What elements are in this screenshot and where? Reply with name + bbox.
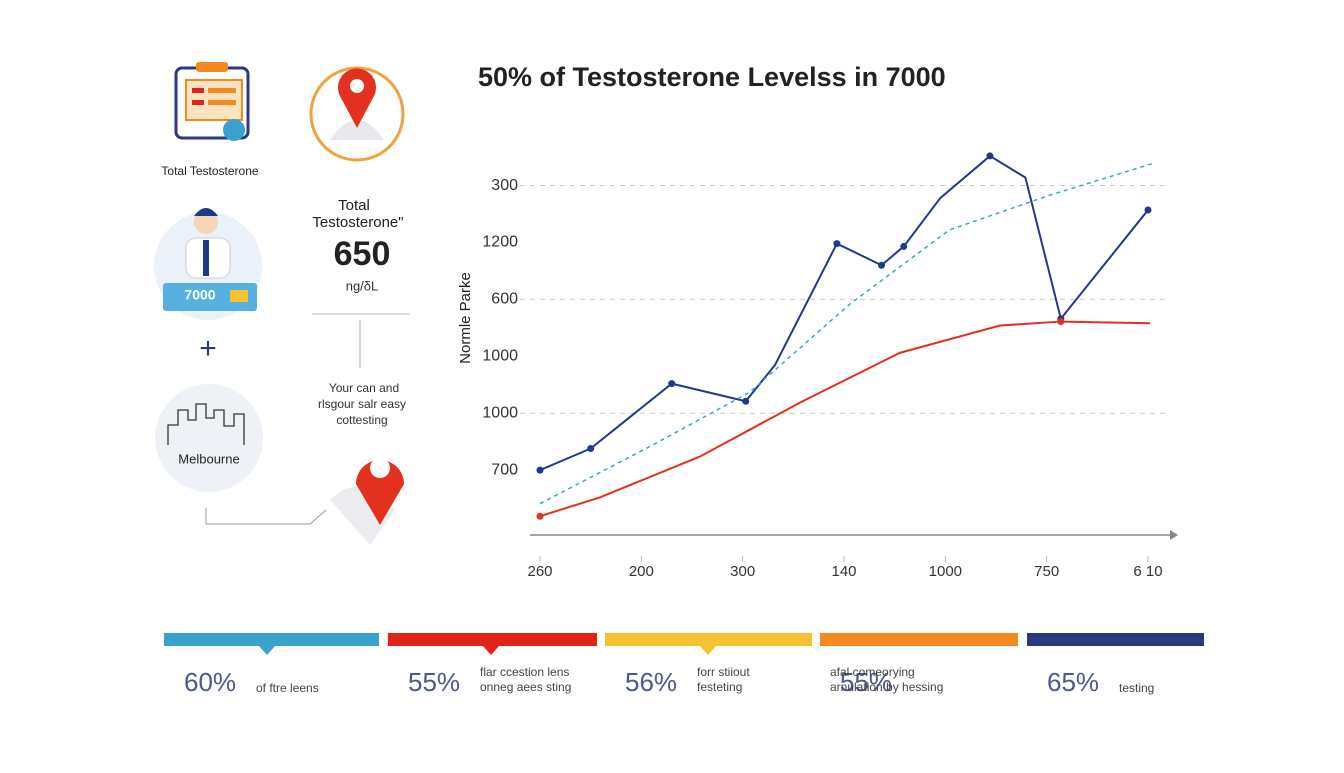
stat-pointer: [700, 646, 716, 655]
point: [742, 397, 750, 405]
x-tick-label: 750: [1034, 563, 1059, 580]
reading-value: 650: [334, 235, 391, 273]
stats: 60% of ftre leens 55% flar ccestion lensonn…: [164, 633, 1204, 697]
stat-bar: [820, 633, 1018, 646]
y-tick-label: 300: [491, 177, 518, 194]
connector: [205, 508, 327, 525]
stat-text: festeting: [697, 680, 742, 694]
x-tick-label: 200: [629, 563, 654, 580]
x-tick-label: 260: [527, 563, 552, 580]
point: [1144, 206, 1152, 214]
line: [539, 320, 1151, 518]
stat-bar: [1027, 633, 1204, 646]
location-icon: [309, 66, 405, 162]
stat-text: of ftre leens: [256, 681, 319, 695]
stat-bar: [605, 633, 812, 646]
line: [539, 154, 1149, 472]
stat-bar: [388, 633, 597, 646]
point: [900, 242, 908, 250]
point: [587, 444, 595, 452]
y-tick-label: 600: [491, 291, 518, 308]
point: [877, 261, 885, 269]
x-tick-label: 1000: [929, 563, 962, 580]
stat-text: forr stiiout: [697, 665, 750, 679]
chart: 700 1000 1000 600 1200 300 Normle Parke 260 200 3…: [457, 152, 1178, 580]
stat-pointer: [259, 646, 275, 655]
stat-pointer: [483, 646, 499, 655]
point: [1057, 318, 1065, 326]
stat-percent: 60%: [184, 667, 236, 697]
city-icon: [155, 384, 263, 492]
point: [536, 512, 544, 520]
reading-title: Testosterone": [312, 214, 403, 231]
clipboard-icon: [174, 62, 250, 141]
stat-text: flar ccestion lens: [480, 665, 569, 679]
doctor-icon: [154, 208, 262, 320]
y-axis-label: Normle Parke: [457, 272, 474, 364]
stat-percent: 56%: [625, 667, 677, 697]
x-tick-label: 300: [730, 563, 755, 580]
line: [539, 162, 1156, 505]
plus: +: [199, 332, 217, 365]
note: rlsgour salr easy: [318, 397, 406, 411]
stat-bar: [164, 633, 379, 646]
stat-text: testing: [1119, 681, 1154, 695]
note: Your can and: [329, 381, 399, 395]
y-tick-label: 1000: [482, 348, 518, 365]
title: 50% of Testosterone Levelss in 7000: [478, 62, 946, 92]
city: Melbourne: [178, 451, 239, 466]
location-icon: [330, 458, 404, 545]
stat-percent: 65%: [1047, 667, 1099, 697]
x-axis-arrow: [1170, 530, 1178, 540]
stat-text: onneg aees sting: [480, 680, 571, 694]
y-tick-label: 1000: [482, 404, 518, 421]
card-label: Total Testosterone: [161, 164, 258, 178]
point: [986, 152, 994, 160]
x-tick-label: 6 10: [1133, 563, 1162, 580]
stat-text: arnulation by hessing: [830, 680, 943, 694]
stat-percent: 55%: [408, 667, 460, 697]
x-tick-label: 140: [831, 563, 856, 580]
reading-unit: ng/δL: [346, 278, 379, 293]
point: [833, 240, 841, 248]
y-tick-label: 700: [491, 461, 518, 478]
point: [668, 380, 676, 388]
stat-text: afal comeorying: [830, 665, 915, 679]
point: [536, 466, 544, 474]
stat-percent: 55%: [840, 667, 892, 697]
note: cottesting: [336, 413, 387, 427]
y-tick-label: 1200: [482, 234, 518, 251]
badge: 7000: [184, 287, 215, 303]
reading-title: Total: [338, 197, 370, 214]
